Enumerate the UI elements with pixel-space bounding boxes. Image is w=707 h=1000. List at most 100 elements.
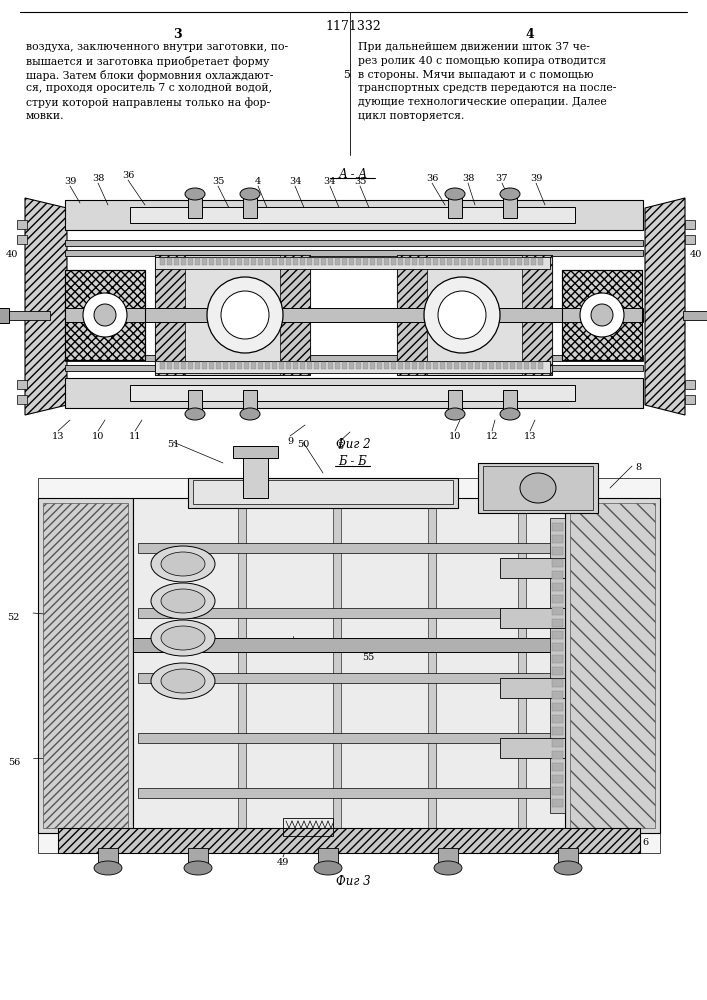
Bar: [181, 362, 186, 369]
Bar: [433, 362, 438, 369]
Bar: [478, 463, 598, 513]
Bar: [38, 478, 660, 853]
Bar: [552, 775, 563, 783]
Bar: [133, 638, 565, 652]
Bar: [188, 390, 202, 410]
Ellipse shape: [591, 304, 613, 326]
Text: 50: 50: [297, 440, 309, 449]
Bar: [454, 362, 459, 369]
Bar: [570, 503, 655, 828]
Bar: [552, 799, 563, 807]
Bar: [155, 361, 550, 373]
Bar: [155, 255, 185, 375]
Bar: [405, 362, 410, 369]
Bar: [538, 258, 543, 265]
Bar: [65, 365, 643, 371]
Bar: [550, 518, 565, 813]
Bar: [0, 308, 9, 323]
Bar: [5, 311, 50, 320]
Bar: [65, 240, 643, 246]
Bar: [489, 258, 494, 265]
Text: ся, проходя ороситель 7 с холодной водой,: ся, проходя ороситель 7 с холодной водой…: [26, 83, 272, 93]
Bar: [167, 258, 172, 265]
Bar: [209, 362, 214, 369]
Bar: [398, 362, 403, 369]
Bar: [307, 258, 312, 265]
Ellipse shape: [438, 291, 486, 339]
Bar: [286, 258, 291, 265]
Text: 4: 4: [255, 177, 261, 186]
Bar: [482, 258, 487, 265]
Ellipse shape: [94, 304, 116, 326]
Bar: [265, 258, 270, 265]
Bar: [188, 258, 193, 265]
Bar: [552, 607, 563, 615]
Ellipse shape: [580, 293, 624, 337]
Bar: [503, 390, 517, 410]
Bar: [98, 848, 118, 866]
Bar: [223, 258, 228, 265]
Text: 55: 55: [362, 653, 374, 662]
Bar: [155, 255, 310, 375]
Text: струи которой направлены только на фор-: струи которой направлены только на фор-: [26, 97, 270, 108]
Bar: [193, 480, 453, 504]
Bar: [685, 235, 695, 244]
Text: 35: 35: [212, 177, 224, 186]
Ellipse shape: [161, 626, 205, 650]
Text: 49: 49: [277, 858, 289, 867]
Bar: [65, 270, 145, 360]
Text: 52: 52: [8, 613, 20, 622]
Text: 56: 56: [8, 758, 20, 767]
Bar: [279, 362, 284, 369]
Text: 8: 8: [635, 463, 641, 472]
Text: 13: 13: [524, 432, 536, 441]
Bar: [43, 503, 128, 828]
Bar: [223, 362, 228, 369]
Bar: [426, 258, 431, 265]
Bar: [216, 362, 221, 369]
Bar: [448, 390, 462, 410]
Bar: [65, 270, 145, 360]
Bar: [17, 395, 27, 404]
Bar: [562, 270, 642, 360]
Bar: [448, 198, 462, 218]
Text: 34: 34: [324, 177, 337, 186]
Bar: [333, 503, 341, 828]
Ellipse shape: [445, 188, 465, 200]
Text: 5: 5: [337, 442, 343, 451]
Bar: [328, 258, 333, 265]
Bar: [65, 308, 643, 322]
Bar: [265, 362, 270, 369]
Bar: [524, 362, 529, 369]
Bar: [552, 691, 563, 699]
Bar: [202, 258, 207, 265]
Bar: [552, 667, 563, 675]
Text: 1171332: 1171332: [325, 20, 381, 33]
Bar: [565, 498, 660, 833]
Ellipse shape: [151, 620, 215, 656]
Bar: [314, 258, 319, 265]
Bar: [138, 673, 560, 683]
Bar: [398, 258, 403, 265]
Bar: [447, 258, 452, 265]
Ellipse shape: [240, 408, 260, 420]
Bar: [216, 258, 221, 265]
Bar: [195, 362, 200, 369]
Ellipse shape: [554, 861, 582, 875]
Text: 36: 36: [122, 171, 134, 180]
Bar: [280, 255, 310, 375]
Bar: [342, 258, 347, 265]
Ellipse shape: [83, 293, 127, 337]
Bar: [237, 258, 242, 265]
Text: Б - Б: Б - Б: [339, 455, 368, 468]
Ellipse shape: [94, 861, 122, 875]
Bar: [552, 535, 563, 543]
Bar: [307, 362, 312, 369]
Text: цикл повторяется.: цикл повторяется.: [358, 111, 464, 121]
Bar: [468, 258, 473, 265]
Text: рез ролик 40 с помощью копира отводится: рез ролик 40 с помощью копира отводится: [358, 56, 606, 66]
Bar: [349, 362, 354, 369]
Bar: [233, 446, 278, 458]
Bar: [531, 362, 536, 369]
Bar: [65, 355, 643, 361]
